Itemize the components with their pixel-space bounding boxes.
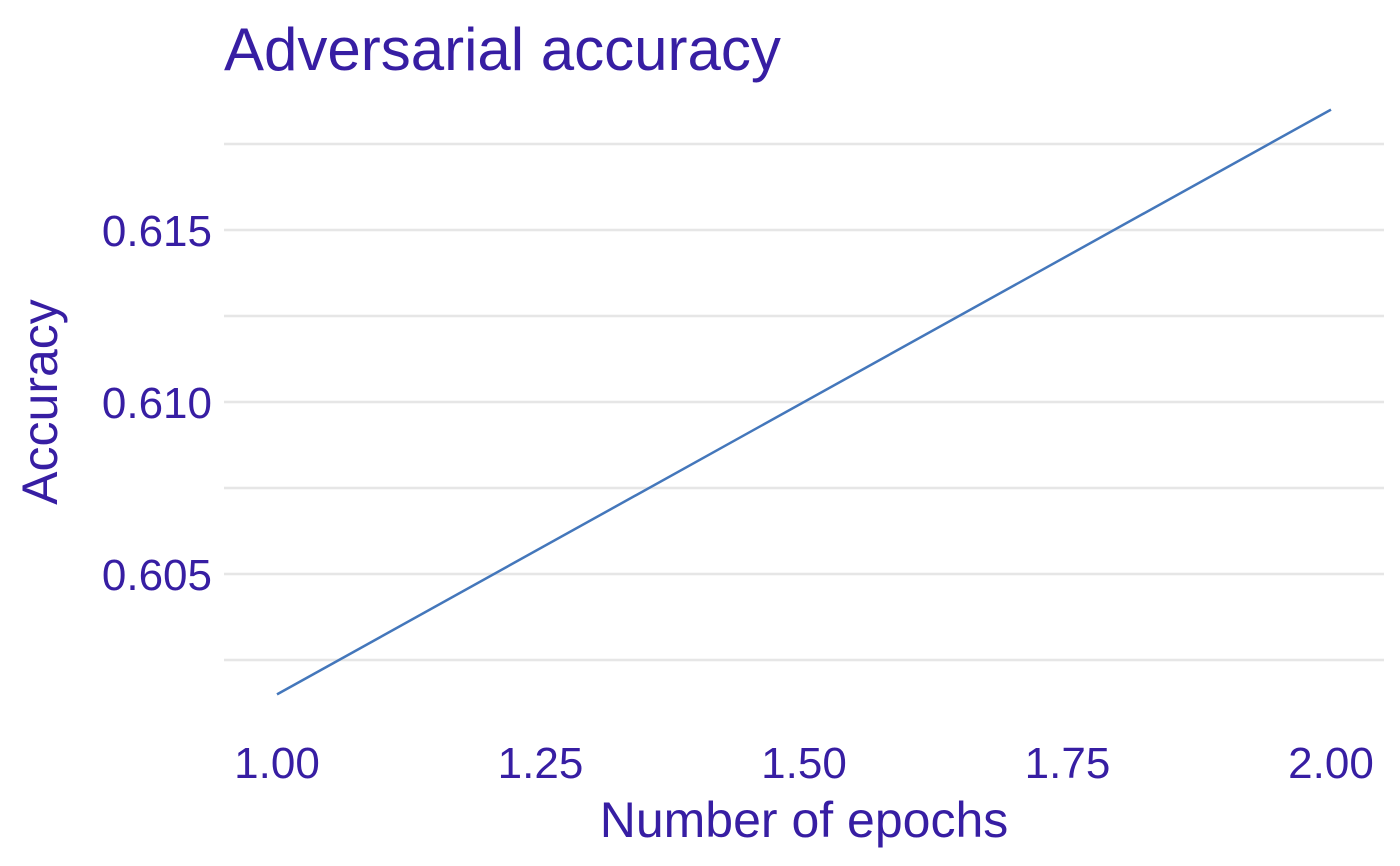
series-line [276,108,1332,696]
x-tick-label: 2.00 [1288,739,1374,788]
y-tick-label: 0.605 [102,551,212,600]
y-tick-label: 0.615 [102,207,212,256]
x-tick-label: 1.25 [498,739,584,788]
chart-title: Adversarial accuracy [224,16,781,83]
x-axis-ticks: 1.00 1.25 1.50 1.75 2.00 [234,739,1374,788]
y-axis-title: Accuracy [12,299,68,505]
x-tick-label: 1.50 [761,739,847,788]
gridlines [224,142,1384,662]
y-tick-label: 0.610 [102,379,212,428]
x-tick-label: 1.00 [234,739,320,788]
series-layer [276,108,1332,696]
x-axis-title: Number of epochs [600,792,1009,848]
x-tick-label: 1.75 [1025,739,1111,788]
y-axis-ticks: 0.605 0.610 0.615 [102,207,212,600]
